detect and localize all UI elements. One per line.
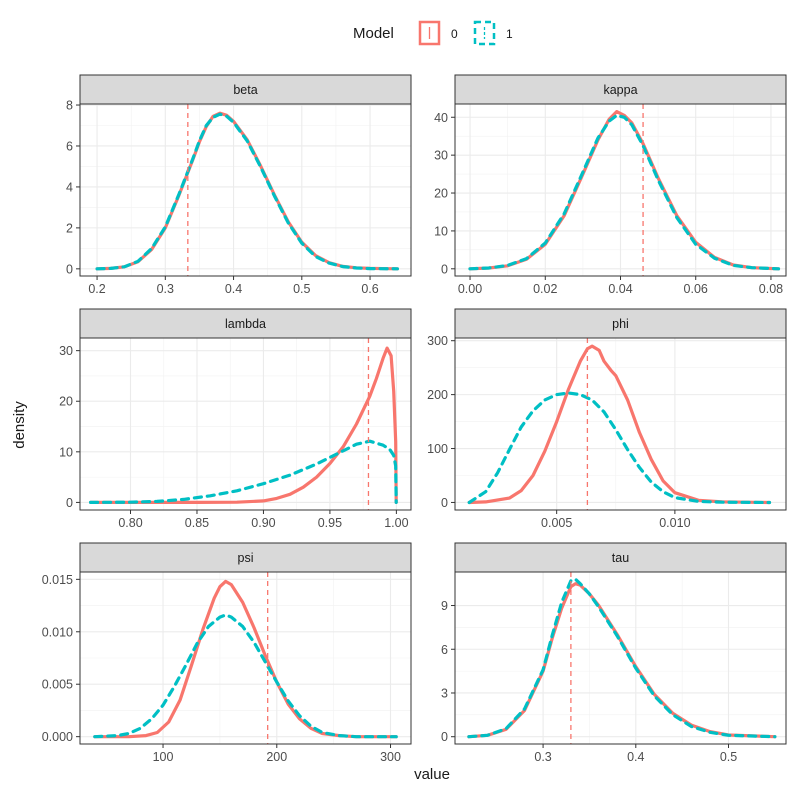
panel-background (455, 572, 786, 744)
y-tick-label: 100 (427, 442, 448, 456)
y-tick-label: 0 (441, 262, 448, 276)
x-tick-label: 1.00 (384, 516, 408, 530)
y-tick-label: 3 (441, 686, 448, 700)
y-tick-label: 4 (66, 180, 73, 194)
facet-title: tau (612, 551, 629, 565)
x-tick-label: 0.3 (157, 282, 174, 296)
x-tick-label: 0.010 (659, 516, 690, 530)
facet-title: beta (233, 83, 257, 97)
y-tick-label: 10 (59, 445, 73, 459)
panel-border (79, 103, 412, 277)
y-tick-label: 10 (434, 224, 448, 238)
x-tick-label: 0.6 (361, 282, 378, 296)
density-curve-model-1 (467, 577, 777, 739)
facet-tau: tau 0.3 0.4 0.5 0 3 6 9 (441, 542, 787, 764)
y-tick-label: 6 (66, 139, 73, 153)
x-tick-label: 0.00 (458, 282, 482, 296)
panel-border (454, 337, 787, 511)
y-tick-label: 0 (441, 496, 448, 510)
y-tick-label: 0 (66, 496, 73, 510)
density-curve-model-1 (88, 439, 398, 504)
y-tick-label: 200 (427, 388, 448, 402)
x-tick-label: 200 (266, 750, 287, 764)
y-tick-label: 300 (427, 334, 448, 348)
x-tick-label: 0.4 (225, 282, 242, 296)
y-tick-label: 20 (59, 395, 73, 409)
x-axis-title: value (414, 766, 450, 783)
density-curve-model-1 (93, 613, 398, 739)
panel-background (80, 338, 411, 510)
x-tick-label: 0.5 (720, 750, 737, 764)
x-tick-label: 0.80 (118, 516, 142, 530)
facet-title: phi (612, 317, 629, 331)
x-tick-label: 0.2 (88, 282, 105, 296)
y-tick-label: 0.015 (42, 573, 73, 587)
legend-title: Model (353, 25, 394, 42)
y-axis-title: density (11, 401, 28, 449)
y-tick-label: 9 (441, 599, 448, 613)
x-tick-label: 0.85 (185, 516, 209, 530)
facet-lambda: lambda 0.80 0.85 0.90 0.95 1.00 0 10 20 30 (59, 308, 412, 530)
x-tick-label: 0.04 (608, 282, 632, 296)
density-curve-model-1 (468, 113, 781, 271)
x-tick-label: 0.95 (318, 516, 342, 530)
x-tick-label: 0.4 (627, 750, 644, 764)
facet-psi: psi 100 200 300 0.000 0.005 0.010 0.015 (42, 542, 412, 764)
y-tick-label: 30 (59, 344, 73, 358)
panel-border (79, 571, 412, 745)
x-tick-label: 0.90 (251, 516, 275, 530)
x-tick-label: 0.5 (293, 282, 310, 296)
legend-key-0 (418, 20, 441, 46)
facet-phi: phi 0.005 0.010 0 100 200 300 (427, 308, 787, 530)
density-curve-model-1 (467, 391, 772, 505)
density-curve-model-0 (467, 344, 772, 505)
y-tick-label: 0 (66, 262, 73, 276)
facet-title: lambda (225, 317, 266, 331)
panels: beta 0.2 0.3 0.4 0.5 0.6 0 2 4 6 8 kappa 0.00 0.02 0.0… (42, 74, 787, 764)
y-tick-label: 0 (441, 730, 448, 744)
y-tick-label: 0.010 (42, 625, 73, 639)
facet-title: psi (238, 551, 254, 565)
y-tick-label: 0.000 (42, 730, 73, 744)
legend: Model 0 1 (353, 20, 513, 46)
facet-kappa: kappa 0.00 0.02 0.04 0.06 0.08 0 10 20 30 40 (434, 74, 787, 296)
x-tick-label: 300 (380, 750, 401, 764)
panel-border (454, 571, 787, 745)
y-tick-label: 2 (66, 221, 73, 235)
y-tick-label: 40 (434, 111, 448, 125)
legend-key-1 (473, 20, 496, 46)
legend-label-0: 0 (451, 27, 458, 41)
x-tick-label: 0.3 (534, 750, 551, 764)
facet-beta: beta 0.2 0.3 0.4 0.5 0.6 0 2 4 6 8 (66, 74, 412, 296)
panel-border (454, 103, 787, 277)
y-tick-label: 0.005 (42, 678, 73, 692)
x-tick-label: 0.005 (541, 516, 572, 530)
y-tick-label: 20 (434, 187, 448, 201)
facet-strip (454, 308, 787, 339)
facet-strip (79, 74, 412, 105)
x-tick-label: 0.06 (684, 282, 708, 296)
density-curve-model-1 (95, 112, 399, 271)
x-tick-label: 0.02 (533, 282, 557, 296)
y-tick-label: 30 (434, 149, 448, 163)
legend-label-1: 1 (506, 27, 513, 41)
panel-border (79, 337, 412, 511)
panel-background (455, 338, 786, 510)
y-tick-label: 6 (441, 643, 448, 657)
x-tick-label: 0.08 (759, 282, 783, 296)
panel-background (80, 104, 411, 276)
facet-strip (454, 542, 787, 573)
y-tick-label: 8 (66, 99, 73, 113)
facet-title: kappa (603, 83, 637, 97)
x-tick-label: 100 (153, 750, 174, 764)
